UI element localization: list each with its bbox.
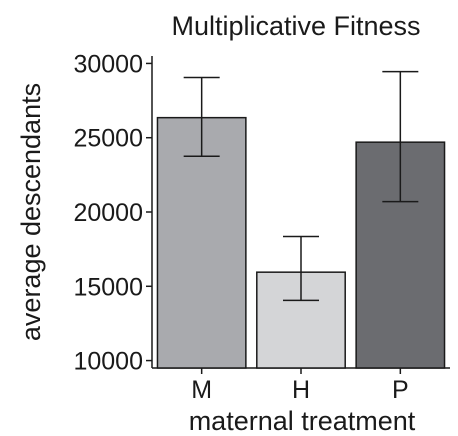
y-tick-label: 25000 [73,125,143,153]
x-tick-label: M [191,376,212,404]
x-tick-label: P [392,376,409,404]
x-tick-label: H [292,376,310,404]
y-axis-label: average descendants [16,83,46,341]
chart-title: Multiplicative Fitness [171,11,420,41]
x-axis-label: maternal treatment [189,406,416,436]
y-axis: 10000 15000 20000 25000 30000 [73,50,153,376]
error-bar-p [382,70,419,203]
error-bars [183,70,419,302]
y-tick-label: 10000 [73,348,143,376]
y-tick-label: 15000 [73,273,143,301]
y-tick-label: 30000 [73,50,143,78]
error-bar-h [283,235,319,302]
y-tick-label: 20000 [73,199,143,227]
error-bar-m [183,76,220,158]
bar-p [355,141,446,369]
